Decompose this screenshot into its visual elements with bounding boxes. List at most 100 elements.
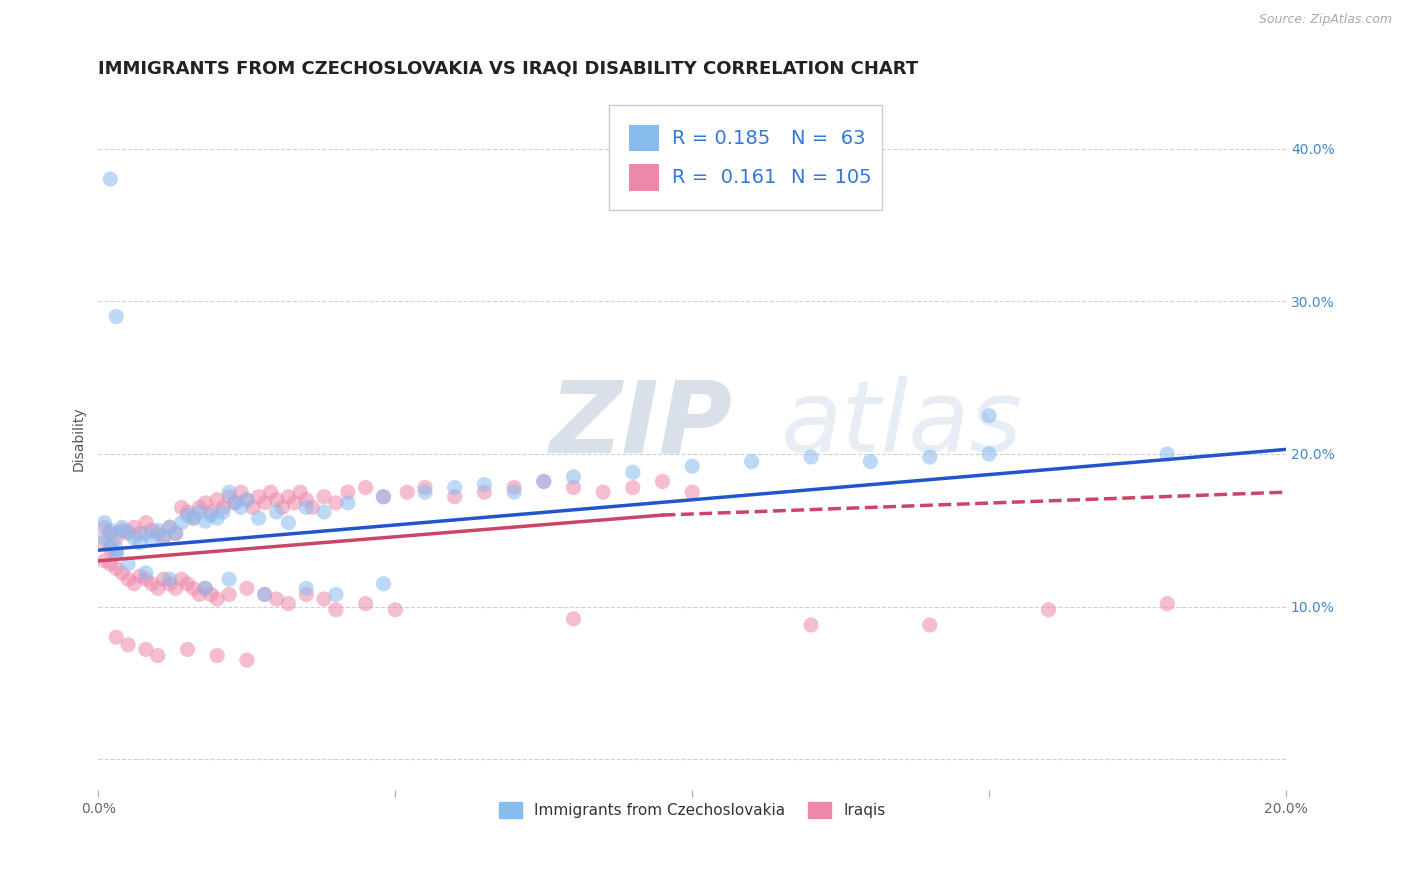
Point: [247, 490, 270, 504]
Point: [146, 582, 169, 596]
Point: [373, 490, 395, 504]
Point: [188, 505, 211, 519]
Point: [266, 492, 288, 507]
Point: [98, 539, 121, 553]
Point: [111, 566, 134, 580]
Point: [194, 582, 217, 596]
Point: [859, 454, 882, 468]
Point: [170, 572, 193, 586]
Point: [413, 485, 436, 500]
Point: [621, 481, 644, 495]
Point: [200, 508, 222, 522]
Point: [176, 508, 198, 522]
Point: [183, 582, 205, 596]
Point: [247, 511, 270, 525]
Point: [503, 485, 526, 500]
Point: [384, 603, 406, 617]
Text: atlas: atlas: [782, 376, 1024, 473]
Point: [105, 541, 128, 556]
Y-axis label: Disability: Disability: [72, 407, 86, 471]
Point: [224, 496, 246, 510]
Point: [152, 531, 174, 545]
Point: [800, 618, 823, 632]
Point: [98, 541, 121, 556]
Point: [129, 526, 152, 541]
Point: [105, 630, 128, 644]
Point: [1156, 447, 1178, 461]
Point: [111, 520, 134, 534]
Point: [188, 587, 211, 601]
Legend: Immigrants from Czechoslovakia, Iraqis: Immigrants from Czechoslovakia, Iraqis: [494, 797, 891, 824]
Point: [621, 465, 644, 479]
Point: [312, 505, 335, 519]
Point: [253, 587, 276, 601]
Point: [152, 572, 174, 586]
Point: [200, 587, 222, 601]
Point: [218, 572, 240, 586]
Point: [129, 535, 152, 549]
Text: R =  0.161: R = 0.161: [672, 168, 776, 187]
Point: [681, 485, 703, 500]
Point: [295, 500, 318, 515]
Point: [562, 470, 585, 484]
Text: ZIP: ZIP: [550, 376, 733, 473]
Point: [122, 531, 145, 545]
Text: IMMIGRANTS FROM CZECHOSLOVAKIA VS IRAQI DISABILITY CORRELATION CHART: IMMIGRANTS FROM CZECHOSLOVAKIA VS IRAQI …: [98, 60, 918, 78]
Point: [205, 511, 228, 525]
Point: [98, 526, 121, 541]
Point: [918, 450, 941, 464]
Point: [111, 524, 134, 538]
Point: [474, 477, 496, 491]
Point: [218, 490, 240, 504]
Point: [200, 505, 222, 519]
Point: [224, 496, 246, 510]
Point: [741, 454, 763, 468]
Point: [301, 500, 323, 515]
Point: [194, 496, 217, 510]
Point: [651, 475, 673, 489]
Point: [117, 638, 139, 652]
Point: [236, 492, 259, 507]
Point: [277, 490, 299, 504]
Point: [152, 529, 174, 543]
Point: [93, 520, 115, 534]
Point: [229, 485, 252, 500]
Point: [1156, 597, 1178, 611]
Point: [170, 516, 193, 530]
Point: [205, 592, 228, 607]
Point: [242, 500, 264, 515]
Point: [117, 557, 139, 571]
Point: [979, 409, 1001, 423]
Point: [93, 535, 115, 549]
Point: [176, 576, 198, 591]
Point: [117, 572, 139, 586]
Point: [205, 492, 228, 507]
Point: [1038, 603, 1060, 617]
Point: [443, 481, 465, 495]
Point: [236, 582, 259, 596]
Point: [259, 485, 281, 500]
Point: [533, 475, 555, 489]
Point: [354, 597, 377, 611]
Point: [129, 569, 152, 583]
Point: [212, 500, 235, 515]
Point: [325, 587, 347, 601]
Point: [105, 526, 128, 541]
Point: [277, 516, 299, 530]
Point: [98, 172, 121, 186]
Point: [253, 496, 276, 510]
Point: [159, 576, 181, 591]
FancyBboxPatch shape: [630, 125, 659, 152]
Point: [325, 603, 347, 617]
Point: [336, 485, 359, 500]
Point: [165, 526, 187, 541]
Point: [146, 526, 169, 541]
Point: [266, 592, 288, 607]
Point: [135, 572, 157, 586]
Point: [93, 531, 115, 545]
Point: [194, 514, 217, 528]
Point: [93, 554, 115, 568]
Point: [354, 481, 377, 495]
Point: [918, 618, 941, 632]
Point: [295, 582, 318, 596]
